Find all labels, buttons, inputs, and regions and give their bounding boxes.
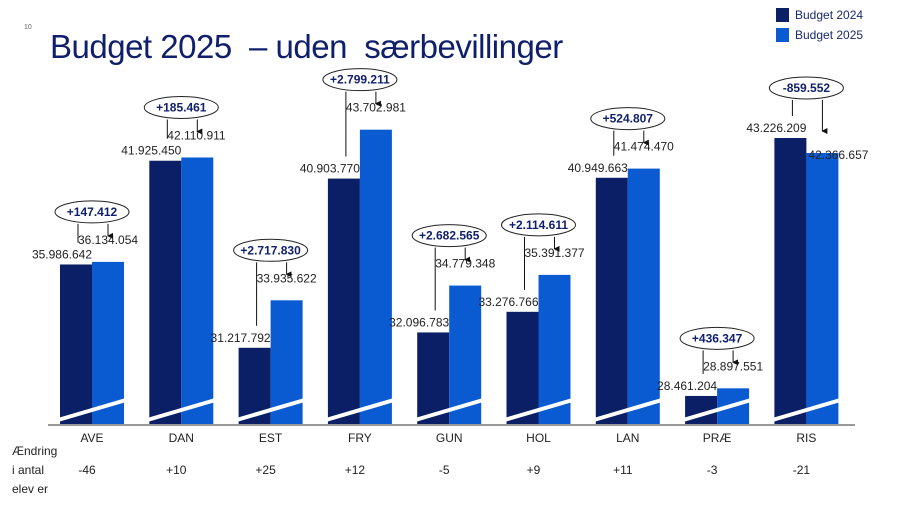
difference-ellipse <box>768 76 844 100</box>
difference-ellipse <box>54 200 130 224</box>
label-2024-HOL: 33.276.766 <box>478 295 538 309</box>
label-2024-PRÆ: 28.461.204 <box>657 379 717 393</box>
axis-break-mark <box>593 398 663 422</box>
bar-2025-LAN <box>627 168 660 424</box>
axis-break-mark <box>414 398 484 422</box>
label-2025-EST: 33.935.622 <box>257 271 317 285</box>
x-tick-label-RIS: RIS <box>796 431 816 445</box>
legend-item-budget-2024: Budget 2024 <box>776 8 863 22</box>
x-tick-label-DAN: DAN <box>169 431 194 445</box>
difference-ellipse <box>501 213 576 237</box>
label-2024-AVE: 35.986.642 <box>32 247 92 261</box>
bar-2025-DAN <box>181 157 214 424</box>
difference-ellipse <box>679 326 755 350</box>
student-change-FRY: +12 <box>345 463 366 477</box>
difference-label-DAN: +185.461 <box>156 100 207 114</box>
bar-2024-RIS <box>774 138 807 424</box>
label-2025-AVE: 36.134.054 <box>78 233 138 247</box>
axis-break-mark <box>771 398 841 422</box>
student-change-DAN: +10 <box>166 463 187 477</box>
axis-break-mark <box>57 398 127 422</box>
label-2024-FRY: 40.903.770 <box>300 162 360 176</box>
label-2025-FRY: 43.702.981 <box>346 101 406 115</box>
x-tick-label-GUN: GUN <box>436 431 463 445</box>
student-change-PRÆ: -3 <box>707 463 718 477</box>
axis-break-mark <box>146 398 216 422</box>
bar-2024-GUN <box>417 332 450 424</box>
difference-label-HOL: +2.114.611 <box>509 218 568 232</box>
student-change-label-2: i antal <box>12 463 45 477</box>
bar-2024-HOL <box>506 311 539 424</box>
student-change-label-3: elev er <box>12 482 49 496</box>
axis-break-mark <box>236 398 306 422</box>
bar-2024-FRY <box>327 178 360 424</box>
difference-label-LAN: +524.807 <box>603 112 654 126</box>
bar-2024-LAN <box>595 177 628 424</box>
legend-label: Budget 2024 <box>795 8 864 22</box>
bar-2025-AVE <box>92 261 124 424</box>
x-tick-label-LAN: LAN <box>616 431 639 445</box>
difference-label-AVE: +147.412 <box>67 205 118 219</box>
bar-2024-AVE <box>60 264 92 424</box>
difference-label-PRÆ: +436.347 <box>692 331 743 345</box>
x-tick-label-EST: EST <box>259 431 283 445</box>
legend-item-budget-2025: Budget 2025 <box>776 28 863 42</box>
difference-label-EST: +2.717.830 <box>240 243 301 257</box>
legend-label: Budget 2025 <box>795 28 864 42</box>
legend-swatch-2025 <box>776 28 789 42</box>
label-2024-EST: 31.217.792 <box>211 331 271 345</box>
difference-ellipse <box>143 95 219 119</box>
difference-ellipse <box>411 224 487 248</box>
bar-2025-FRY <box>359 129 392 425</box>
student-change-RIS: -21 <box>793 463 811 477</box>
label-2025-RIS: 42.366.657 <box>808 148 868 162</box>
label-2025-DAN: 42.110.911 <box>167 128 226 142</box>
x-tick-label-FRY: FRY <box>348 431 372 445</box>
label-2024-RIS: 43.226.209 <box>746 121 806 135</box>
difference-ellipse <box>590 107 666 131</box>
difference-label-GUN: +2.682.565 <box>419 229 480 243</box>
x-tick-label-PRÆ: PRÆ <box>703 431 732 445</box>
label-2025-PRÆ: 28.897.551 <box>703 359 763 373</box>
page-number: 10 <box>24 24 32 31</box>
student-change-EST: +25 <box>255 463 276 477</box>
label-2025-HOL: 35.391.377 <box>525 246 585 260</box>
difference-ellipse <box>233 238 309 262</box>
student-change-HOL: +9 <box>527 463 541 477</box>
label-2024-LAN: 40.949.663 <box>568 161 628 175</box>
label-2025-GUN: 34.779.348 <box>435 257 495 271</box>
axis-break-mark <box>503 398 574 422</box>
page-title: Budget 2025 – uden særbevillinger <box>50 28 563 65</box>
legend-swatch-2024 <box>776 8 789 22</box>
label-2024-DAN: 41.925.450 <box>121 144 181 158</box>
student-change-GUN: -5 <box>439 463 450 477</box>
student-change-AVE: -46 <box>78 463 96 477</box>
bar-2025-RIS <box>806 153 839 425</box>
bar-2025-HOL <box>538 274 571 424</box>
x-tick-label-HOL: HOL <box>526 431 551 445</box>
axis-break-mark <box>682 398 752 422</box>
difference-ellipse <box>322 68 398 92</box>
bar-2024-DAN <box>149 160 182 425</box>
difference-label-FRY: +2.799.211 <box>330 73 390 87</box>
difference-label-RIS: -859.552 <box>783 81 831 95</box>
student-change-LAN: +11 <box>613 463 633 477</box>
x-tick-label-AVE: AVE <box>80 431 103 445</box>
student-change-label-1: Ændring <box>12 444 58 458</box>
label-2024-GUN: 32.096.783 <box>389 315 449 329</box>
axis-break-mark <box>325 398 395 422</box>
label-2025-LAN: 41.474.470 <box>614 140 674 154</box>
